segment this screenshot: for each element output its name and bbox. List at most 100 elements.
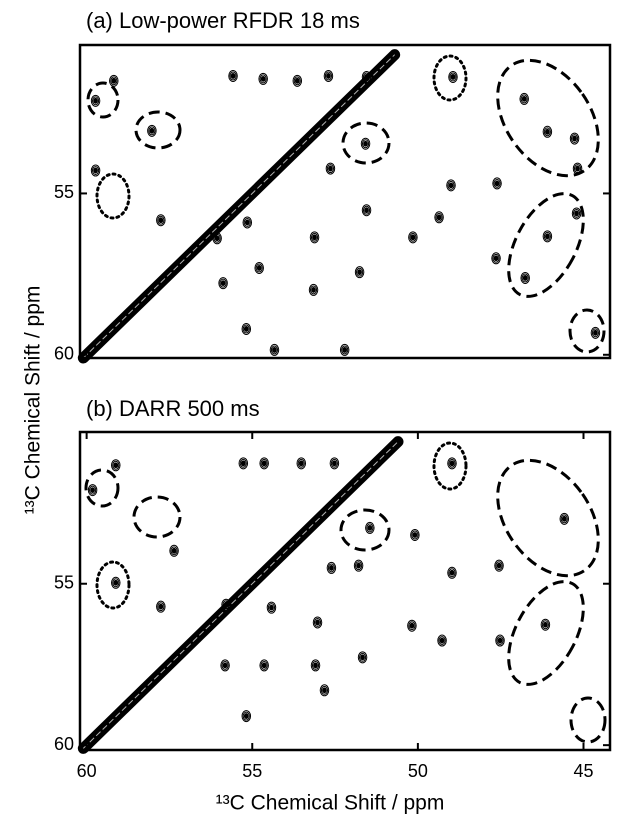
contour-level: [111, 77, 117, 84]
contour-level: [110, 76, 118, 86]
cross-peak: [241, 710, 252, 723]
contour-level: [408, 621, 416, 631]
cross-peak: [447, 457, 457, 470]
contour-level: [575, 165, 580, 172]
contour-level: [357, 651, 368, 664]
contour-level: [260, 660, 268, 670]
contour-level: [109, 74, 119, 87]
contour-level: [408, 231, 418, 244]
contour-level: [266, 601, 277, 614]
contour-level: [269, 604, 274, 611]
cross-peak: [258, 72, 268, 85]
contour-level: [312, 616, 323, 629]
cross-peak: [339, 343, 350, 356]
cross-peak: [269, 343, 280, 356]
contour-level: [327, 563, 335, 573]
dotted-ellipse: [95, 172, 131, 220]
contour-level: [156, 600, 166, 613]
contour-level: [362, 72, 371, 82]
contour-level: [492, 253, 500, 263]
contour-level: [329, 564, 334, 571]
cross-peak: [296, 457, 307, 470]
cross-peak: [169, 544, 179, 557]
contour-level: [324, 71, 332, 81]
cross-peak: [308, 283, 319, 296]
contour-level: [449, 72, 457, 82]
contour-level: [329, 457, 340, 470]
contour-level: [270, 345, 279, 355]
cross-peak: [309, 231, 320, 244]
cross-peak: [221, 598, 231, 611]
contour-level: [309, 231, 320, 244]
contour-level: [93, 97, 98, 104]
contour-level: [540, 618, 551, 631]
cross-peak: [241, 322, 252, 335]
contour-level: [493, 178, 501, 188]
contour-level: [243, 326, 249, 332]
contour-level: [570, 134, 579, 144]
contour-level: [410, 234, 416, 241]
contour-level: [572, 162, 583, 175]
contour-level: [363, 140, 368, 147]
cross-peak: [437, 634, 447, 647]
contour-level: [222, 600, 230, 610]
cross-peak: [292, 74, 303, 87]
contour-level: [260, 75, 266, 82]
contour-level: [311, 660, 320, 670]
cross-peak: [446, 179, 456, 192]
contour-level: [360, 137, 371, 150]
contour-level: [212, 232, 222, 245]
contour-level: [259, 74, 267, 84]
contour-level: [111, 576, 121, 589]
contour-level: [559, 512, 570, 525]
contour-level: [112, 578, 120, 588]
contour-level: [328, 165, 333, 172]
dotted-ellipse: [432, 54, 468, 102]
cross-peak: [220, 659, 230, 672]
contour-level: [572, 135, 577, 142]
contour-level: [293, 76, 301, 86]
contour-level: [242, 216, 253, 229]
dashed-ellipse: [568, 308, 606, 354]
cross-peak: [410, 528, 420, 541]
cross-peak: [259, 659, 269, 672]
contour-level: [543, 127, 551, 137]
contour-level: [312, 234, 317, 241]
contour-level: [147, 124, 157, 137]
dashed-ellipse: [132, 495, 182, 539]
cross-peak: [434, 211, 444, 224]
contour-level: [292, 74, 303, 87]
dashed-ellipse: [496, 458, 600, 578]
contour-level: [244, 219, 250, 226]
cross-peak: [571, 207, 582, 220]
contour-level: [496, 562, 502, 569]
panel-title: (a) Low-power RFDR 18 ms: [86, 8, 360, 33]
cross-peak: [111, 459, 121, 472]
contour-level: [298, 460, 304, 467]
dashed-ellipse: [496, 58, 600, 178]
cross-peak: [90, 94, 101, 107]
contour-level: [111, 459, 121, 472]
dashed-ellipse: [507, 580, 585, 686]
plot-frame: [78, 430, 612, 752]
cross-peak: [365, 521, 375, 534]
contour-level: [361, 204, 372, 217]
contour-level: [93, 167, 98, 174]
contour-level: [218, 277, 228, 290]
contour-level: [560, 514, 568, 524]
cross-peak: [323, 69, 334, 82]
contour-level: [449, 460, 455, 467]
contour-level: [239, 458, 247, 468]
contour-level: [261, 460, 267, 467]
cross-peak: [407, 619, 417, 632]
contour-level: [590, 326, 601, 339]
contour-level: [342, 347, 348, 353]
x-tick-label: 55: [242, 761, 262, 781]
contour-level: [358, 652, 367, 662]
cross-peak: [447, 566, 457, 579]
contour-level: [522, 275, 528, 281]
diagonal-contour: [82, 441, 399, 749]
x-axis-label: ¹³C Chemical Shift / ppm: [216, 792, 445, 815]
contour-level: [339, 343, 350, 356]
cross-peak: [109, 74, 119, 87]
